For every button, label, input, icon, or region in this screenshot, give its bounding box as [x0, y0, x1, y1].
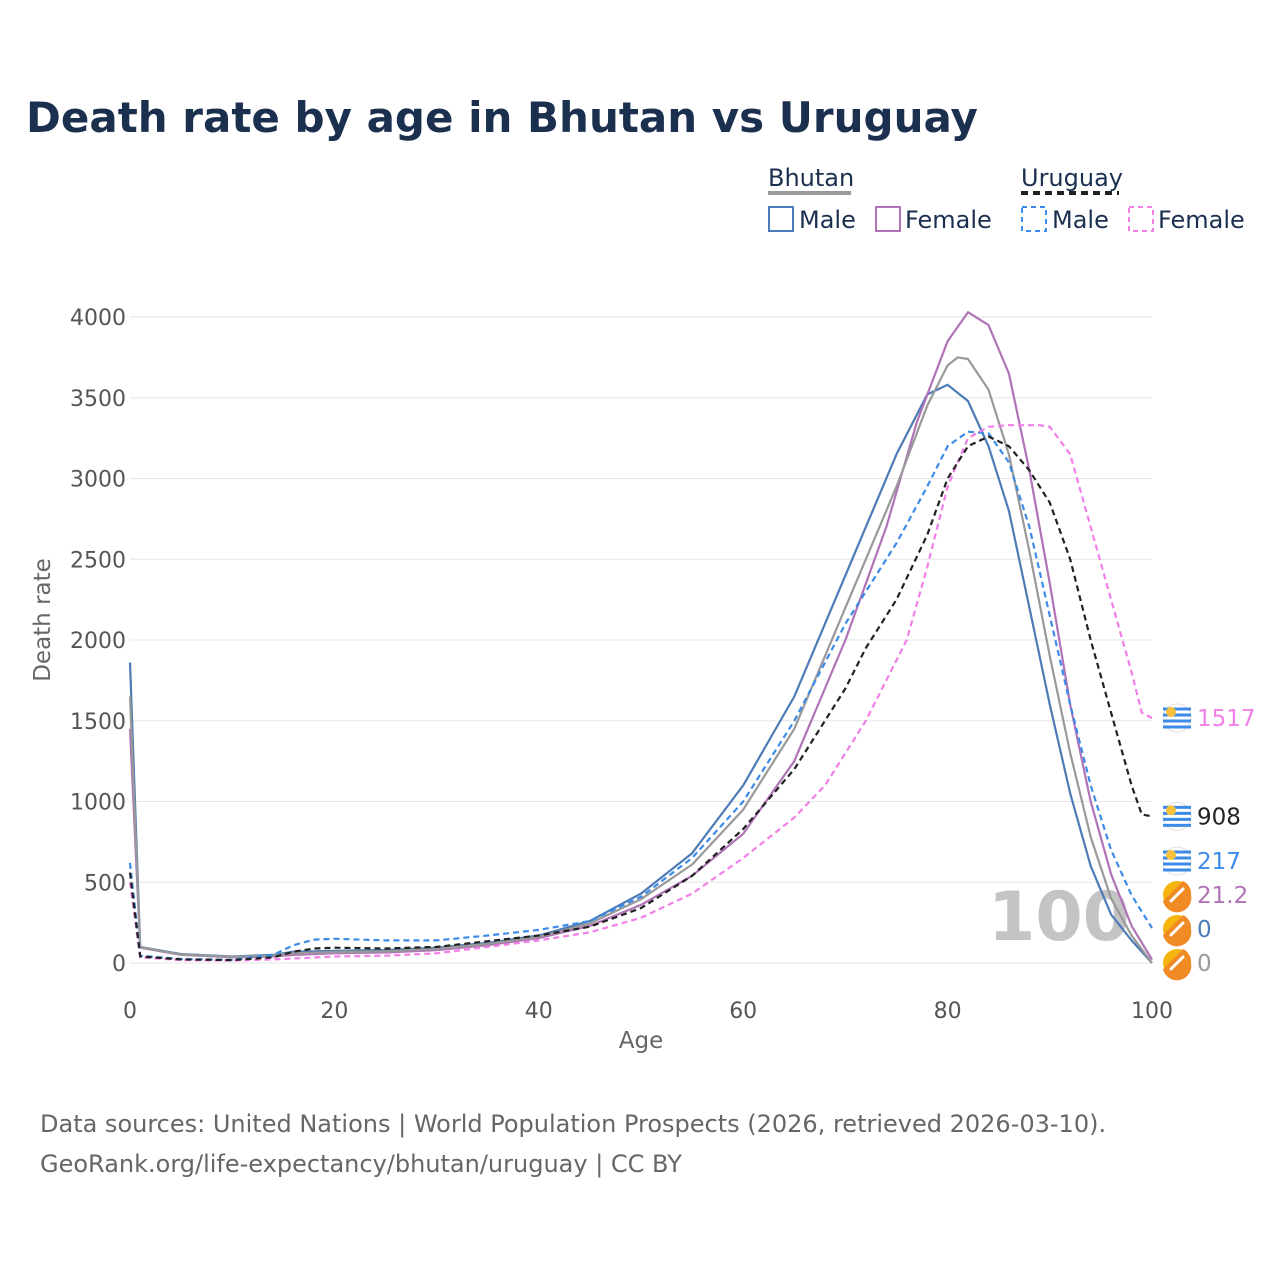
y-tick-label: 1000 [70, 791, 126, 816]
legend-bhutan-male-swatch[interactable] [768, 206, 794, 232]
end-label-uruguay-male: 217 [1197, 849, 1241, 875]
bhutan-flag-icon [1163, 915, 1192, 947]
y-tick-label: 500 [84, 871, 126, 896]
legend-uruguay-male-swatch[interactable] [1021, 206, 1047, 232]
end-label-bhutan-total: 0 [1197, 951, 1212, 977]
series-line-bhutan-total[interactable] [128, 356, 1153, 964]
y-tick-label: 2500 [70, 548, 126, 573]
gridlines [130, 316, 1152, 964]
x-tick-label: 40 [525, 999, 553, 1024]
y-axis-label: Death rate [30, 558, 56, 682]
series-line-uruguay-male[interactable] [128, 430, 1153, 961]
legend-uruguay-male-label[interactable]: Male [1052, 206, 1109, 234]
end-label-bhutan-female: 21.2 [1197, 883, 1248, 909]
x-tick-label: 100 [1131, 999, 1173, 1024]
y-tick-label: 3000 [70, 468, 126, 493]
legend-bhutan-female-label[interactable]: Female [905, 206, 992, 234]
end-labels: 1517 908 217 21.2 0 0 [1162, 703, 1256, 981]
y-tick-label: 0 [112, 952, 126, 977]
legend-bhutan-male-label[interactable]: Male [799, 206, 856, 234]
series-lines [128, 311, 1153, 964]
data-source-note: Data sources: United Nations | World Pop… [40, 1110, 1107, 1138]
y-tick-label: 4000 [70, 306, 126, 331]
series-line-bhutan-male[interactable] [128, 383, 1153, 964]
x-tick-label: 20 [320, 999, 348, 1024]
legend-uruguay-female-swatch[interactable] [1128, 206, 1154, 232]
watermark-year: 100 [988, 878, 1130, 957]
legend-group-bhutan[interactable]: Bhutan [768, 164, 854, 192]
source-link[interactable]: GeoRank.org/life-expectancy/bhutan/urugu… [40, 1150, 682, 1178]
end-label-uruguay-female: 1517 [1197, 706, 1256, 732]
uruguay-flag-icon [1162, 801, 1192, 831]
bhutan-flag-icon [1163, 881, 1192, 913]
chart-title: Death rate by age in Bhutan vs Uruguay [26, 93, 978, 142]
series-line-uruguay-female[interactable] [128, 424, 1153, 962]
bhutan-flag-icon [1163, 949, 1192, 981]
legend-bhutan-female-swatch[interactable] [875, 206, 901, 232]
x-tick-label: 0 [123, 999, 137, 1024]
legend-uruguay-female-label[interactable]: Female [1158, 206, 1245, 234]
legend: Bhutan Male Female Uruguay Male Female [768, 164, 1245, 234]
uruguay-flag-icon [1162, 703, 1192, 733]
y-axis-ticks: 0 500 1000 1500 2000 2500 3000 3500 4000 [70, 306, 126, 977]
y-tick-label: 1500 [70, 710, 126, 735]
x-tick-label: 60 [729, 999, 757, 1024]
x-tick-label: 80 [934, 999, 962, 1024]
y-tick-label: 2000 [70, 629, 126, 654]
x-axis-ticks: 0 20 40 60 80 100 [123, 999, 1173, 1024]
series-line-bhutan-female[interactable] [128, 311, 1153, 961]
y-tick-label: 3500 [70, 387, 126, 412]
x-axis-label: Age [619, 1028, 663, 1054]
end-label-bhutan-male: 0 [1197, 917, 1212, 943]
uruguay-flag-icon [1162, 846, 1192, 876]
end-label-uruguay-total: 908 [1197, 804, 1241, 830]
footer: Data sources: United Nations | World Pop… [40, 1104, 1106, 1184]
legend-group-uruguay[interactable]: Uruguay [1021, 164, 1123, 192]
series-line-uruguay-total[interactable] [128, 435, 1153, 962]
